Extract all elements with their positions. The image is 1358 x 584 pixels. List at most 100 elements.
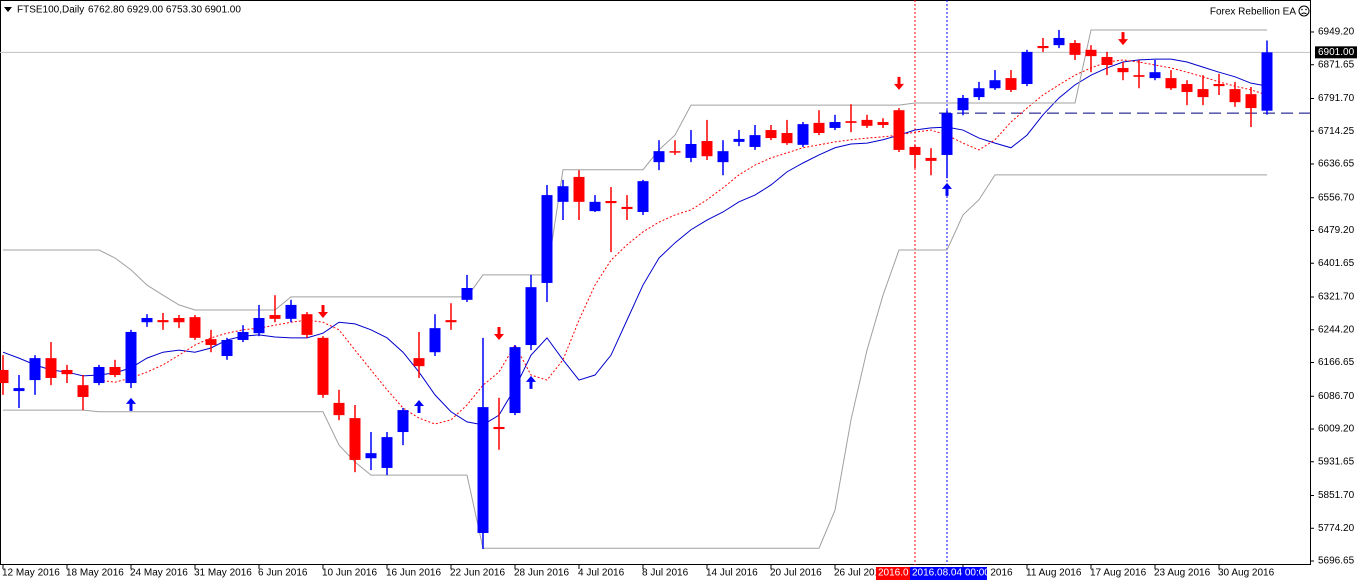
candle-body <box>1213 84 1225 87</box>
candle-body <box>349 418 361 460</box>
x-tick-label: 28 Jun 2016 <box>514 568 569 579</box>
candle-body <box>845 121 857 123</box>
candle-body <box>813 122 825 134</box>
y-tick-label: 6949.20 <box>1318 27 1355 38</box>
x-tick-label: 17 Aug 2016 <box>1090 568 1147 579</box>
candle-body <box>429 328 441 353</box>
ea-icon-eye <box>1301 8 1303 11</box>
candle-body <box>13 388 25 392</box>
candle-body <box>1037 45 1049 49</box>
x-tick-label: 14 Jul 2016 <box>706 568 758 579</box>
y-tick-label: 6714.25 <box>1318 126 1355 137</box>
candle-body <box>573 176 585 202</box>
x-tick-label: 6 Jun 2016 <box>258 568 308 579</box>
candle-body <box>1181 84 1193 93</box>
candle-body <box>877 122 889 125</box>
ea-icon-circle <box>1298 5 1310 17</box>
candle-body <box>1005 78 1017 90</box>
y-tick-label: 6636.65 <box>1318 159 1355 170</box>
candle-body <box>1197 89 1209 98</box>
candle-body <box>413 358 425 367</box>
candle-body <box>701 141 713 157</box>
candle-body <box>381 437 393 468</box>
candle-body <box>1149 72 1161 79</box>
x-tick-label: 12 May 2016 <box>2 568 60 579</box>
x-tick-label: 18 May 2016 <box>66 568 124 579</box>
candle-body <box>365 453 377 459</box>
indicator-line <box>3 29 1267 311</box>
candle-body <box>1085 49 1097 57</box>
indicator-line <box>3 174 1267 549</box>
last-price-box <box>1315 46 1357 59</box>
candle-body <box>669 151 681 153</box>
candle-body <box>173 317 185 323</box>
candle-body <box>253 317 265 334</box>
x-tick-label: 20 Jul 2016 <box>770 568 822 579</box>
candle-body <box>1229 89 1241 103</box>
sell-arrow <box>318 304 328 318</box>
crosshair-label-bg <box>876 567 910 580</box>
candle-body <box>621 206 633 210</box>
last-price-label: 6901.00 <box>1318 47 1355 58</box>
candle-body <box>781 133 793 144</box>
y-tick-label: 6791.70 <box>1318 93 1355 104</box>
candle-body <box>1245 94 1257 109</box>
candle-body <box>829 122 841 128</box>
x-tick-label: 5 Aug 2016 <box>962 568 1013 579</box>
candle-body <box>477 407 489 533</box>
x-tick-label: 23 Aug 2016 <box>1154 568 1211 579</box>
candle-body <box>269 315 281 319</box>
candle-body <box>653 151 665 163</box>
candle-body <box>605 201 617 204</box>
candle-body <box>541 195 553 283</box>
y-tick-label: 6009.20 <box>1318 424 1355 435</box>
candle-body <box>301 314 313 335</box>
candle-body <box>45 358 57 378</box>
candle-body <box>1261 52 1273 111</box>
plot-frame <box>0 0 1311 565</box>
candle-body <box>861 119 873 126</box>
candle-body <box>765 130 777 139</box>
candle-body <box>749 135 761 147</box>
ohlc-label: 6762.80 6929.00 6753.30 6901.00 <box>88 5 241 16</box>
candle-body <box>909 146 921 155</box>
candle-body <box>1069 43 1081 55</box>
x-tick-label: 16 Jun 2016 <box>386 568 441 579</box>
candle-body <box>525 287 537 346</box>
candle-body <box>1133 75 1145 77</box>
crosshair-label-bg <box>910 567 987 580</box>
candle-body <box>125 331 137 384</box>
candle-body <box>557 186 569 202</box>
candle-body <box>29 358 41 381</box>
candle-body <box>733 138 745 142</box>
candle-body <box>1165 78 1177 89</box>
ea-icon-eye <box>1305 8 1307 11</box>
candle-body <box>957 97 969 111</box>
sell-arrow <box>494 326 504 340</box>
plot-layer <box>0 0 1310 565</box>
candle-body <box>1101 56 1113 66</box>
y-tick-label: 5931.65 <box>1318 456 1355 467</box>
y-tick-label: 6166.65 <box>1318 357 1355 368</box>
chart-title: FTSE100,Daily <box>17 5 84 16</box>
ea-icon-mouth <box>1301 12 1307 15</box>
x-tick-label: 10 Jun 2016 <box>322 568 377 579</box>
candle-body <box>493 426 505 430</box>
y-tick-label: 6086.70 <box>1318 391 1355 402</box>
y-tick-label: 6871.65 <box>1318 59 1355 70</box>
y-tick-label: 5851.70 <box>1318 490 1355 501</box>
sell-arrow <box>894 76 904 90</box>
ea-icon[interactable] <box>1298 5 1310 17</box>
candle-body <box>973 88 985 98</box>
menu-triangle[interactable] <box>4 7 12 12</box>
candle-body <box>941 113 953 155</box>
candle-body <box>1117 67 1129 73</box>
candle-body <box>397 410 409 433</box>
candle-body <box>1053 37 1065 46</box>
candle-body <box>157 320 169 323</box>
x-tick-label: 22 Jun 2016 <box>450 568 505 579</box>
y-tick-label: 6556.70 <box>1318 192 1355 203</box>
candle-body <box>61 369 73 375</box>
x-tick-label: 24 May 2016 <box>130 568 188 579</box>
